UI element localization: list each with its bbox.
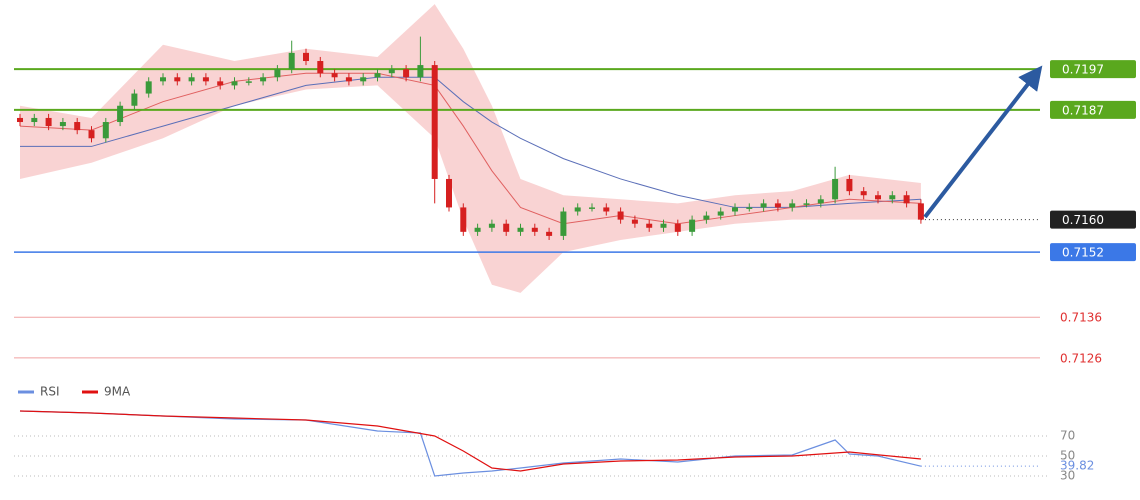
candle-body (517, 227, 524, 232)
candle-body (875, 195, 881, 200)
candle-body (245, 81, 252, 83)
candle-body (774, 203, 781, 208)
candle-body (832, 178, 839, 200)
bollinger-band (20, 4, 921, 293)
moving-average (20, 76, 921, 208)
candle-body (817, 199, 824, 204)
level-label: 0.7126 (1060, 351, 1102, 365)
indicator-line (19, 410, 922, 477)
candle-body (160, 77, 166, 82)
candle-body (460, 207, 467, 232)
candle-body (589, 207, 595, 209)
candle-body (360, 77, 367, 82)
candle-body (746, 207, 753, 209)
candle-body (59, 122, 66, 127)
candle-body (488, 223, 495, 228)
level-box (1050, 60, 1136, 79)
candle-body (45, 117, 52, 127)
candle-body (145, 81, 152, 94)
candle-body (88, 130, 95, 139)
candle-body (202, 77, 209, 82)
level-box (1050, 243, 1136, 262)
forecast-arrow (923, 65, 1043, 219)
level-label: 0.7197 (1062, 63, 1104, 77)
candle-body (803, 203, 810, 205)
candle-body (345, 77, 352, 82)
candle-body (231, 81, 238, 86)
candle-body (560, 211, 567, 236)
candle-body (503, 223, 510, 232)
level-label: 0.7136 (1060, 311, 1102, 325)
candle-body (102, 122, 109, 139)
candle-body (374, 73, 381, 78)
candle-body (617, 211, 624, 220)
candle-body (689, 219, 696, 232)
candle-body (889, 195, 896, 200)
price-label: 0.7160 (1062, 213, 1104, 227)
candle-body (531, 227, 538, 232)
candle-body (188, 77, 195, 82)
price-box (1050, 210, 1136, 229)
level-label: 0.7152 (1062, 246, 1104, 260)
candle-body (417, 65, 424, 78)
candle-body (403, 69, 410, 78)
candle-body (131, 93, 138, 106)
legend-label: 9MA (104, 385, 131, 399)
candle-body (603, 207, 610, 212)
candle-body (917, 203, 924, 220)
candle-body (317, 61, 324, 74)
level-label: 0.7187 (1062, 103, 1104, 117)
candle-body (74, 122, 81, 131)
y-tick-label: 70 (1060, 429, 1075, 443)
candle-body (789, 203, 796, 208)
candle-body (388, 69, 395, 74)
candle-body (717, 211, 724, 216)
legend-label: RSI (40, 385, 60, 399)
candle-body (117, 105, 124, 123)
candle-body (31, 117, 38, 123)
candle-body (660, 223, 667, 228)
candle-body (903, 195, 910, 204)
candle-body (760, 203, 767, 208)
candle-body (217, 81, 224, 86)
y-tick-label: 30 (1060, 469, 1075, 483)
candle-body (860, 191, 867, 196)
candle-body (703, 215, 710, 220)
candle-body (288, 52, 295, 70)
candle-body (674, 223, 681, 232)
candle-body (260, 77, 267, 82)
candle-body (846, 178, 853, 192)
candle-body (17, 117, 23, 123)
candle-body (732, 207, 738, 212)
candle-body (274, 69, 281, 78)
level-box (1050, 100, 1136, 119)
indicator-line (19, 410, 921, 472)
y-tick-label: 50 (1060, 449, 1075, 463)
candle-body (331, 73, 338, 78)
candle-body (546, 231, 553, 236)
candle-body (174, 77, 181, 82)
candle-body (446, 178, 452, 208)
candle-body (631, 219, 638, 224)
candle-body (574, 207, 581, 212)
candle-body (646, 223, 653, 228)
candle-body (303, 52, 309, 62)
current-rsi-label: 39.82 (1060, 459, 1094, 473)
candle-body (431, 65, 438, 179)
moving-average (19, 72, 921, 225)
candle-body (474, 227, 481, 232)
